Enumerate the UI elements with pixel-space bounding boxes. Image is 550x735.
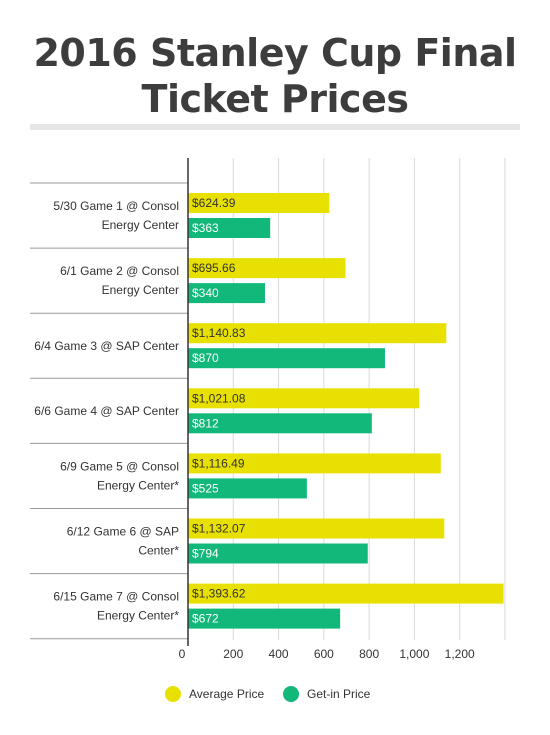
category-label: 6/15 Game 7 @ Consol xyxy=(53,590,179,604)
category-label: 6/12 Game 6 @ SAP xyxy=(67,525,179,539)
x-tick-label: 600 xyxy=(314,647,334,661)
chart-title-line-1: 2016 Stanley Cup Final xyxy=(33,31,517,75)
chart-title-line-2: Ticket Prices xyxy=(141,77,409,121)
get-in-price-label: $812 xyxy=(192,416,219,430)
category-label: 6/6 Game 4 @ SAP Center xyxy=(34,404,179,418)
get-in-price-bar xyxy=(188,413,372,434)
legend-swatch-average xyxy=(165,686,181,702)
average-price-bar xyxy=(188,388,420,409)
average-price-bar xyxy=(188,323,447,344)
average-price-label: $695.66 xyxy=(192,261,236,275)
x-tick-label: 400 xyxy=(269,647,289,661)
get-in-price-label: $794 xyxy=(192,547,219,561)
average-price-label: $624.39 xyxy=(192,196,236,210)
category-label: Energy Center* xyxy=(97,478,179,492)
get-in-price-label: $870 xyxy=(192,351,219,365)
legend-item-getin: Get-in Price xyxy=(283,686,370,702)
category-label: Energy Center xyxy=(102,218,179,232)
x-tick-label: 200 xyxy=(223,647,243,661)
get-in-price-bar xyxy=(188,608,341,629)
average-price-label: $1,021.08 xyxy=(192,391,246,405)
category-label: 6/9 Game 5 @ Consol xyxy=(60,459,179,473)
category-label: 6/1 Game 2 @ Consol xyxy=(60,264,179,278)
legend-label-getin: Get-in Price xyxy=(307,687,371,701)
get-in-price-bar xyxy=(188,543,368,564)
average-price-bar xyxy=(188,193,330,213)
get-in-price-bar xyxy=(188,283,265,304)
legend-item-average: Average Price xyxy=(165,686,264,702)
get-in-price-bar xyxy=(188,348,385,369)
get-in-price-label: $340 xyxy=(192,286,219,300)
category-label: Center* xyxy=(138,544,179,558)
average-price-bar xyxy=(188,453,441,474)
title-divider xyxy=(30,124,520,130)
average-price-label: $1,140.83 xyxy=(192,326,246,340)
get-in-price-label: $525 xyxy=(192,481,219,495)
average-price-bar xyxy=(188,518,445,539)
legend-label-average: Average Price xyxy=(189,687,265,701)
average-price-bar xyxy=(188,583,504,604)
get-in-price-label: $363 xyxy=(192,221,219,235)
legend: Average Price Get-in Price xyxy=(0,686,550,706)
average-price-label: $1,393.62 xyxy=(192,587,246,601)
average-price-bar xyxy=(188,258,346,279)
x-tick-label: 800 xyxy=(359,647,379,661)
category-label: 5/30 Game 1 @ Consol xyxy=(53,199,179,213)
get-in-price-label: $672 xyxy=(192,612,219,626)
get-in-price-bar xyxy=(188,218,271,238)
category-label: Energy Center xyxy=(102,283,179,297)
x-tick-label: 1,200 xyxy=(445,647,475,661)
x-tick-label: 0 xyxy=(179,647,186,661)
category-label: Energy Center* xyxy=(97,609,179,623)
average-price-label: $1,116.49 xyxy=(192,456,245,470)
legend-swatch-getin xyxy=(283,686,299,702)
category-label: 6/4 Game 3 @ SAP Center xyxy=(34,339,179,353)
average-price-label: $1,132.07 xyxy=(192,522,246,536)
get-in-price-bar xyxy=(188,478,307,499)
x-tick-label: 1,000 xyxy=(399,647,429,661)
